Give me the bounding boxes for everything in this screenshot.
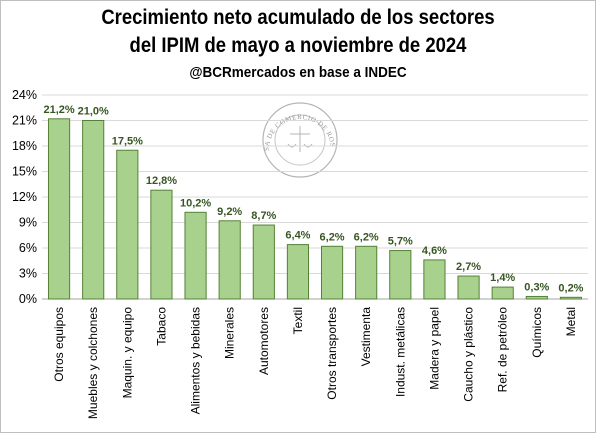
bar bbox=[389, 250, 412, 300]
bar bbox=[286, 244, 310, 300]
watermark-seal-outer bbox=[262, 102, 338, 178]
x-tick-label: Alimentos y bebidas bbox=[189, 307, 203, 414]
data-label: 12,8% bbox=[146, 175, 177, 187]
bar bbox=[320, 245, 344, 300]
bar bbox=[47, 118, 71, 300]
data-label: 4,6% bbox=[422, 245, 447, 257]
x-tick-label: Vestimenta bbox=[359, 307, 373, 367]
data-label: 1,4% bbox=[490, 272, 515, 284]
bar bbox=[423, 259, 446, 300]
data-label: 8,7% bbox=[251, 210, 276, 222]
x-tick-label: Textil bbox=[291, 307, 305, 334]
data-label: 2,7% bbox=[456, 261, 481, 273]
bar bbox=[218, 220, 241, 300]
watermark-seal-inner bbox=[274, 114, 326, 166]
bar bbox=[184, 211, 207, 300]
x-tick-label: Minerales bbox=[223, 307, 237, 359]
bar bbox=[491, 286, 514, 300]
data-label: 21,0% bbox=[78, 106, 109, 118]
x-tick-label: Tabaco bbox=[154, 307, 168, 346]
data-label: 6,2% bbox=[320, 231, 345, 243]
data-label: 0,3% bbox=[524, 281, 549, 293]
data-label: 6,4% bbox=[285, 230, 310, 242]
bar bbox=[116, 149, 139, 300]
watermark-scales-icon bbox=[287, 126, 313, 152]
bar bbox=[525, 295, 548, 300]
data-label: 17,5% bbox=[112, 135, 143, 147]
data-label: 5,7% bbox=[388, 236, 413, 248]
x-tick-label: Maquin. y equipo bbox=[120, 307, 134, 399]
x-tick-label: Automotores bbox=[257, 307, 271, 375]
bar bbox=[252, 224, 275, 300]
chart-title: Crecimiento neto acumulado de los sector… bbox=[101, 6, 495, 29]
chart-subtitle: del IPIM de mayo a noviembre de 2024 bbox=[129, 34, 467, 57]
data-label: 6,2% bbox=[354, 231, 379, 243]
y-tick-label: 24% bbox=[12, 88, 37, 102]
bar bbox=[82, 120, 105, 300]
x-tick-label: Caucho y plástico bbox=[462, 307, 476, 402]
y-tick-label: 21% bbox=[12, 114, 37, 128]
bar bbox=[559, 296, 583, 300]
x-tick-label: Ref. de petróleo bbox=[496, 307, 510, 393]
y-tick-label: 18% bbox=[12, 139, 37, 153]
x-tick-label: Otros transportes bbox=[325, 307, 339, 400]
y-tick-label: 12% bbox=[12, 190, 37, 204]
data-label: 9,2% bbox=[217, 206, 242, 218]
y-tick-label: 9% bbox=[19, 216, 37, 230]
y-tick-label: 3% bbox=[19, 267, 37, 281]
x-tick-label: Químicos bbox=[530, 307, 544, 358]
bar bbox=[150, 189, 173, 300]
x-tick-label: Indust. metálicas bbox=[393, 307, 407, 397]
x-tick-label: Metal bbox=[564, 307, 578, 336]
data-label: 21,2% bbox=[43, 104, 74, 116]
x-tick-label: Otros equipos bbox=[52, 307, 66, 382]
y-tick-label: 0% bbox=[19, 292, 37, 306]
bar bbox=[355, 245, 378, 300]
bar bbox=[457, 275, 480, 300]
x-tick-label: Muebles y colchones bbox=[86, 307, 100, 419]
data-label: 0,2% bbox=[558, 282, 583, 294]
y-tick-label: 15% bbox=[12, 165, 37, 179]
y-tick-label: 6% bbox=[19, 241, 37, 255]
data-label: 10,2% bbox=[180, 197, 211, 209]
chart-source: @BCRmercados en base a INDEC bbox=[189, 64, 407, 81]
x-tick-label: Madera y papel bbox=[427, 307, 441, 390]
